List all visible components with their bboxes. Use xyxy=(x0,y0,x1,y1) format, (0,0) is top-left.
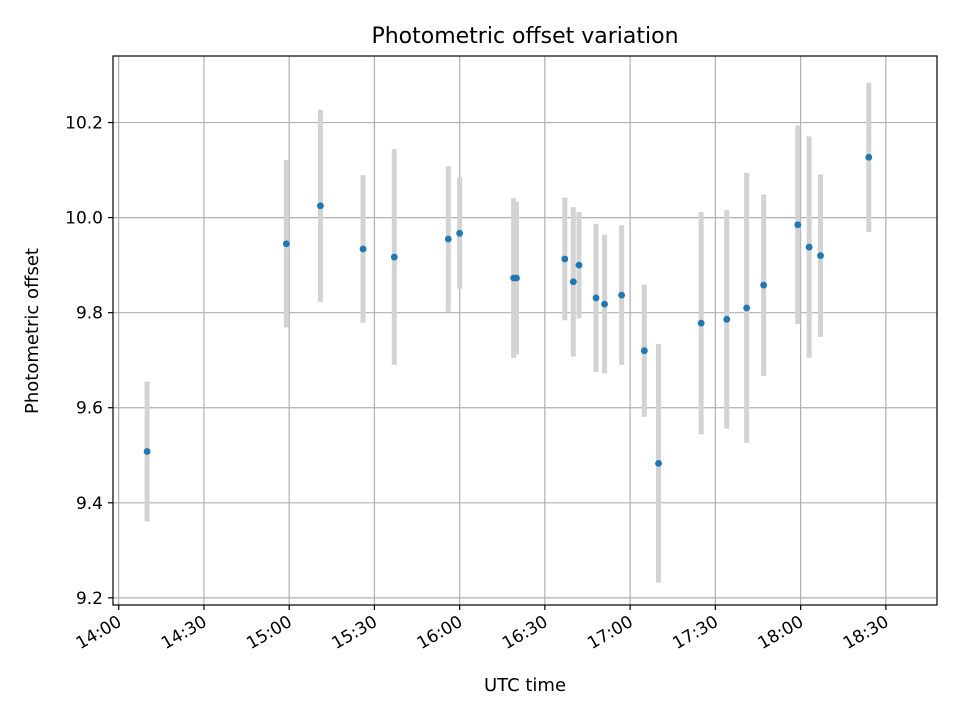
x-tick-label: 14:30 xyxy=(158,612,210,654)
x-axis-ticks: 14:00 14:30 15:00 15:30 16:00 16:30 17:00 17:30… xyxy=(73,605,892,654)
x-tick-label: 15:30 xyxy=(328,612,380,654)
y-tick-label: 10.0 xyxy=(65,209,103,229)
data-point xyxy=(143,448,151,455)
x-tick-label: 16:30 xyxy=(499,612,551,654)
data-point xyxy=(618,291,626,299)
data-point xyxy=(513,274,520,282)
y-tick-label: 9.2 xyxy=(76,589,103,609)
x-tick-label: 16:00 xyxy=(414,612,466,654)
data-point xyxy=(569,278,577,286)
data-point xyxy=(794,221,802,229)
data-point xyxy=(282,240,290,248)
y-axis-label: Photometric offset xyxy=(22,248,43,414)
plot-area xyxy=(113,56,937,605)
data-point xyxy=(640,347,648,355)
x-tick-label: 17:00 xyxy=(584,612,636,654)
data-point xyxy=(601,300,608,308)
data-point xyxy=(655,459,662,467)
x-tick-label: 18:00 xyxy=(755,612,807,654)
x-tick-label: 14:00 xyxy=(73,612,125,654)
data-point xyxy=(865,153,873,161)
y-tick-label: 9.8 xyxy=(76,304,103,324)
data-point xyxy=(817,252,824,260)
data-point xyxy=(723,315,731,323)
x-tick-label: 17:30 xyxy=(669,612,721,654)
y-tick-label: 9.6 xyxy=(76,399,103,419)
data-point xyxy=(456,229,464,237)
data-point xyxy=(805,243,813,251)
data-point xyxy=(697,319,705,327)
grid-lines xyxy=(113,56,937,605)
x-tick-label: 18:30 xyxy=(840,612,892,654)
data-point xyxy=(359,245,367,253)
data-point xyxy=(592,294,600,302)
data-point xyxy=(561,255,569,263)
y-tick-label: 9.4 xyxy=(76,494,103,514)
plot-frame xyxy=(112,55,938,606)
data-point xyxy=(444,235,452,243)
data-point xyxy=(390,253,398,261)
y-tick-label: 10.2 xyxy=(65,114,103,134)
data-point xyxy=(575,261,583,269)
data-points xyxy=(143,153,873,467)
data-point xyxy=(317,202,324,210)
data-point xyxy=(743,304,751,312)
y-axis-ticks: 9.2 9.4 9.6 9.8 10.0 10.2 xyxy=(65,114,113,609)
x-axis-label: UTC time xyxy=(484,675,566,696)
data-point xyxy=(760,281,768,289)
x-tick-label: 15:00 xyxy=(243,612,295,654)
chart-title: Photometric offset variation xyxy=(371,24,678,49)
